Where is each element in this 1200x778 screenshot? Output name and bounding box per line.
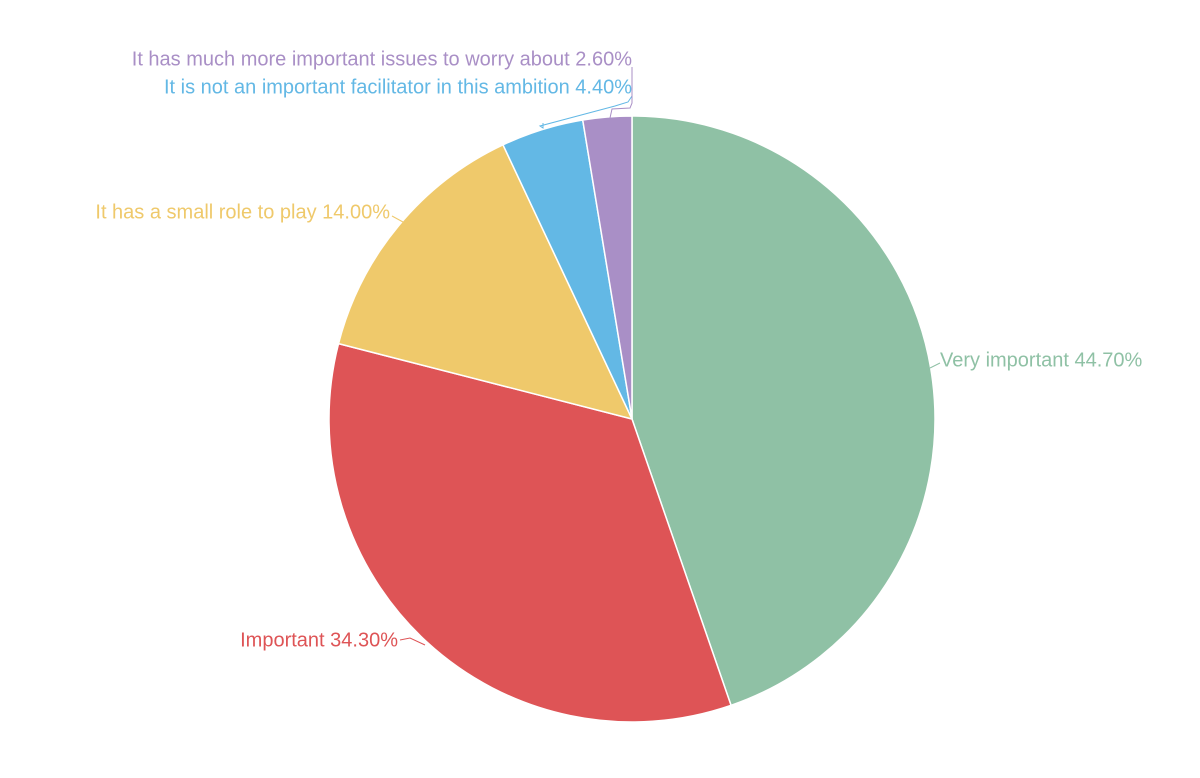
slice-labels: Very important 44.70% Important 34.30% It … <box>95 48 1142 651</box>
pie-slices <box>328 115 936 723</box>
leader-line-very-important <box>929 362 941 369</box>
leader-line-it-is-not-an-important-facilitator-in-this-ambition <box>538 95 633 129</box>
slice-label-very-important: Very important 44.70% <box>940 349 1143 371</box>
leader-line-it-has-a-small-role-to-play <box>391 215 404 223</box>
slice-label-it-has-much-more-important-issues-to-worry-about: It has much more important issues to wor… <box>132 48 632 70</box>
label-leader-lines <box>391 67 941 646</box>
slice-label-it-has-a-small-role-to-play: It has a small role to play 14.00% <box>95 201 390 223</box>
pie-slice-it-has-much-more-important-issues-to-worry-about[interactable] <box>581 115 633 420</box>
slice-label-it-is-not-an-important-facilitator-in-this-ambition: It is not an important facilitator in th… <box>164 76 632 98</box>
pie-slice-it-has-a-small-role-to-play[interactable] <box>337 144 633 420</box>
leader-line-important <box>399 637 426 646</box>
pie-slice-important[interactable] <box>328 342 732 723</box>
slice-label-important: Important 34.30% <box>240 629 398 651</box>
leader-line-it-has-much-more-important-issues-to-worry-about <box>609 67 633 119</box>
pie-slice-very-important[interactable] <box>631 115 936 707</box>
